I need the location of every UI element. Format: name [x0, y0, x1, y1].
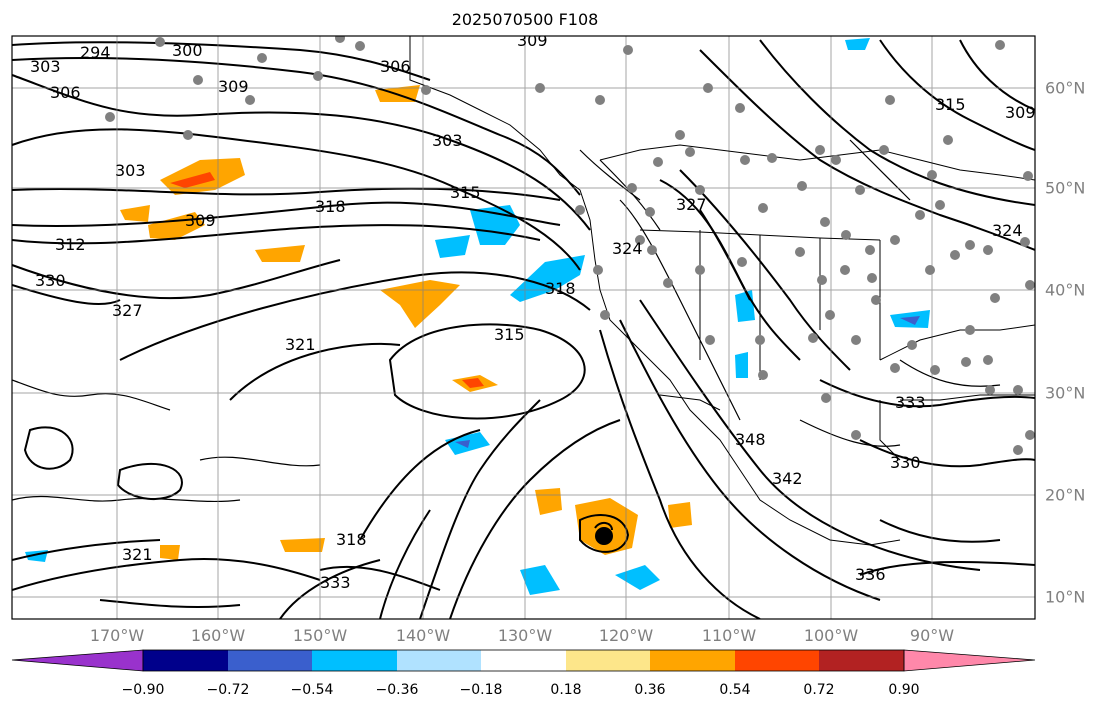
colorbar-segment [481, 650, 566, 671]
contour-label: 318 [315, 197, 346, 216]
colorbar-segment [397, 650, 481, 671]
contour-label: 324 [992, 221, 1023, 240]
contour-label: 303 [115, 161, 146, 180]
contour-label: 321 [285, 335, 316, 354]
colorbar-segment [566, 650, 650, 671]
lon-label: 120°W [598, 626, 654, 645]
colorbar-segment [819, 650, 904, 671]
coastlines [409, 36, 1035, 546]
contour-label: 318 [336, 530, 367, 549]
contour-label: 294 [80, 43, 111, 62]
contour-label: 303 [30, 57, 61, 76]
colorbar-segment [650, 650, 735, 671]
colorbar [11, 649, 1036, 672]
lon-label: 150°W [292, 626, 348, 645]
contour-label: 300 [172, 41, 203, 60]
lat-label: 40°N [1045, 280, 1086, 300]
colorbar-tick: −0.36 [375, 682, 419, 698]
contour-label: 315 [494, 325, 525, 344]
colorbar-tick: −0.18 [459, 682, 503, 698]
gridlines [12, 36, 1035, 619]
lat-label: 20°N [1045, 485, 1086, 505]
lat-label: 10°N [1045, 587, 1086, 607]
lat-label: 30°N [1045, 383, 1086, 403]
contour-label: 309 [517, 31, 548, 50]
contour-label: 327 [112, 301, 143, 320]
colorbar-segment [143, 650, 228, 671]
lon-label: 100°W [803, 626, 859, 645]
contour-label: 318 [545, 279, 576, 298]
colorbar-tick: 0.36 [634, 682, 666, 698]
contour-label: 348 [735, 430, 766, 449]
colorbar-segment [312, 650, 397, 671]
contour-label: 309 [218, 77, 249, 96]
contour-label: 327 [676, 195, 707, 214]
lon-label: 160°W [190, 626, 246, 645]
lon-label: 170°W [89, 626, 145, 645]
contour-label: 324 [612, 239, 643, 258]
contour-label: 315 [935, 95, 966, 114]
contour-label: 312 [55, 235, 86, 254]
lon-label: 130°W [497, 626, 553, 645]
contour-label: 333 [320, 573, 351, 592]
colorbar-extend-high [903, 649, 1036, 672]
colorbar-tick: −0.90 [121, 682, 165, 698]
station-dots [105, 36, 1035, 455]
lon-label: 110°W [701, 626, 757, 645]
tropical-cyclone-marker [594, 522, 613, 545]
contour-label: 306 [50, 83, 81, 102]
contour-label-group: 294 300 303 306 309 306 309 303 303 315 … [30, 31, 1036, 592]
lon-label: 140°W [395, 626, 451, 645]
colorbar-segment [228, 650, 312, 671]
contour-label: 306 [380, 57, 411, 76]
thin-contours [12, 139, 1001, 503]
contour-label: 336 [855, 565, 886, 584]
colorbar-tick: 0.90 [888, 682, 920, 698]
lon-label: 90°W [909, 626, 955, 645]
contour-label: 342 [772, 469, 803, 488]
colorbar-tick: −0.72 [206, 682, 250, 698]
contour-label: 333 [895, 393, 926, 412]
colorbar-tick: 0.18 [550, 682, 582, 698]
map-title: 2025070500 F108 [451, 10, 599, 29]
contour-label: 330 [890, 453, 921, 472]
colorbar-tick: 0.72 [803, 682, 835, 698]
colorbar-tick: 0.54 [719, 682, 751, 698]
lat-label: 50°N [1045, 178, 1086, 198]
contour-label: 330 [35, 271, 66, 290]
contour-label: 309 [185, 211, 216, 230]
colorbar-tick: −0.54 [290, 682, 334, 698]
contour-label: 309 [1005, 103, 1036, 122]
colorbar-segment [735, 650, 819, 671]
contour-label: 321 [122, 545, 153, 564]
colorbar-extend-low [11, 649, 144, 672]
lat-label: 60°N [1045, 78, 1086, 98]
contour-label: 315 [450, 183, 481, 202]
contour-label: 303 [432, 131, 463, 150]
contour-lines [12, 39, 1035, 619]
map-border [11, 35, 1036, 620]
